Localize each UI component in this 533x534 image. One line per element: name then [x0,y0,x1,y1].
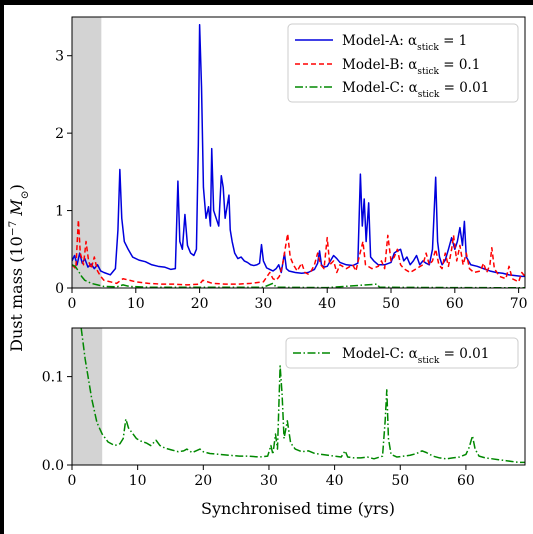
bottom-x-tick-label: 30 [260,473,278,489]
top-series-line-0 [72,23,525,278]
top-x-tick-label: 10 [127,296,145,312]
y-axis-label-subscript: ⊙ [19,190,31,199]
y-axis-label-exponent: −7 [7,221,19,236]
bottom-x-tick-label: 10 [129,473,147,489]
legend-label-model-b: Model-B: αstick = 0.1 [342,57,480,77]
bottom-shaded-region [72,328,103,465]
top-y-tick-label: 0 [55,281,64,297]
bottom-x-tick-label: 60 [457,473,475,489]
top-x-tick-label: 50 [382,296,400,312]
bottom-legend: Model-C: αstick = 0.01 [285,337,519,369]
bottom-legend-label-model-c: Model-C: αstick = 0.01 [342,346,489,366]
shared-y-axis-label: Dust mass (10−7 M⊙) [7,184,31,352]
top-x-tick-label: 20 [191,296,209,312]
top-y-tick-label: 1 [55,204,64,220]
bottom-legend-box [285,337,519,369]
bottom-y-tick-label: 0.0 [42,458,64,474]
legend-label-model-a: Model-A: αstick = 1 [342,33,467,53]
bottom-x-axis-label: Synchronised time (yrs) [201,499,395,518]
top-x-tick-label: 30 [254,296,272,312]
top-x-tick-label: 0 [68,296,77,312]
top-legend-box [287,23,519,103]
top-legend: Model-A: αstick = 1 Model-B: αstick = 0.… [287,23,519,103]
top-y-tick-label: 3 [55,49,64,65]
top-panel: 0 10 20 30 40 50 60 70 0 1 2 3 Model-A: αstick = 1… [55,16,528,312]
bottom-y-tick-label: 0.1 [42,370,64,386]
top-x-tick-label: 40 [318,296,336,312]
legend-label-model-c: Model-C: αstick = 0.01 [342,80,489,100]
bottom-panel: 0 10 20 30 40 50 60 0.0 0.1 Model-C: αstick = 0… [42,327,526,518]
top-series-line-2 [72,264,525,288]
top-panel-frame [71,16,526,289]
top-x-tick-label: 60 [446,296,464,312]
top-series-line-1 [72,219,525,286]
bottom-x-tick-label: 40 [326,473,344,489]
bottom-panel-frame [71,327,526,466]
top-y-tick-label: 2 [55,126,64,142]
bottom-series-line-0 [80,328,525,464]
bottom-x-tick-label: 0 [68,473,77,489]
bottom-x-tick-label: 20 [194,473,212,489]
top-x-tick-label: 70 [510,296,528,312]
bottom-x-tick-label: 50 [391,473,409,489]
